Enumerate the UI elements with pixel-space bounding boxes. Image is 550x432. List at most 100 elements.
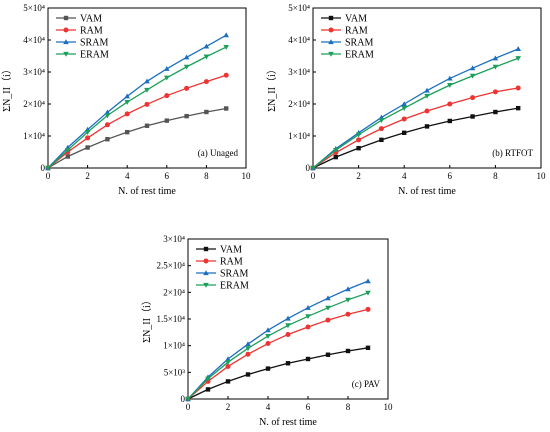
x-tick-label: 8 [204,171,209,181]
data-point [185,396,191,402]
data-point [310,165,316,171]
data-point [447,83,453,88]
data-point [401,101,407,107]
x-tick-label: 6 [448,171,453,181]
data-point [469,73,476,79]
series-eram [310,56,521,171]
legend-label: SRAM [220,269,248,280]
data-point [203,43,210,49]
series-line [312,48,519,169]
y-tick-label: 0 [41,163,46,173]
data-point [469,65,476,71]
series-sram [45,32,229,171]
y-tick-label: 5×10⁴ [23,3,45,13]
data-point [125,129,130,135]
data-point [223,72,229,78]
series-ram [185,306,371,402]
legend-marker [63,39,69,45]
y-tick-label: 2×10⁴ [288,99,310,109]
y-tick-label: 3×10⁴ [23,67,45,77]
x-tick-label: 10 [384,402,394,412]
data-point [124,93,130,99]
data-point [144,78,150,84]
y-tick-label: 1×10⁴ [288,131,310,141]
data-point [365,278,371,284]
data-point [184,85,190,91]
series-line [187,308,369,400]
data-point [105,137,110,142]
x-tick-label: 0 [46,171,51,181]
data-point [325,305,331,311]
y-tick-label: 3×10⁴ [163,234,185,244]
data-point [424,124,430,129]
data-point [65,147,71,153]
data-point [205,376,211,382]
data-point [85,135,91,141]
data-point [515,46,521,52]
data-point [205,387,211,392]
data-point [424,87,430,93]
legend-marker [63,51,69,57]
x-tick-label: 2 [356,171,361,181]
data-point [104,113,111,119]
data-point [305,305,311,310]
data-point [345,286,351,292]
y-tick-label: 1×10⁴ [163,341,185,351]
x-tick-label: 4 [266,402,271,412]
data-point [223,32,229,38]
data-point [265,327,271,333]
x-tick-label: 2 [226,402,231,412]
series-line [312,107,519,169]
panel-2: 0 2 4 6 8 10 0 5×10³ 1×10⁴ 1.5×10⁴ 2×10⁴ 2.5×10⁴ 3×1… [141,234,393,428]
series-line [187,347,369,400]
y-tick-label: 2×10⁴ [23,99,45,109]
data-point [325,352,331,357]
legend-marker [328,39,334,45]
data-point [345,297,351,303]
data-point [356,137,362,143]
y-tick-label: 1×10⁴ [23,131,45,141]
data-point [224,106,229,111]
x-axis-title: N. of rest time [398,186,456,197]
data-point [203,79,209,85]
data-point [285,331,291,337]
data-point [164,66,170,71]
data-point [365,345,371,350]
data-point [225,356,231,362]
x-tick-label: 4 [125,171,130,181]
legend-label: ERAM [220,281,249,292]
legend-label: ERAM [80,50,109,61]
data-point [285,361,291,366]
data-point [355,132,362,138]
data-point [183,54,190,60]
data-point [104,109,111,115]
data-point [492,55,499,61]
data-point [305,356,311,362]
data-point [84,130,91,135]
data-point [356,145,361,151]
data-point [345,348,351,354]
series-eram [45,44,229,171]
data-point [45,165,51,171]
data-point [447,118,452,124]
data-point [333,147,339,153]
data-point [65,154,70,159]
data-point [424,108,430,114]
data-point [325,295,331,301]
data-point [265,366,271,371]
data-point [184,113,189,119]
y-tick-label: 2.5×10⁴ [157,261,185,271]
y-tick-label: 5×10⁴ [288,3,310,13]
data-point [144,87,150,93]
y-tick-label: 1.5×10⁴ [157,314,185,324]
data-point [204,109,209,115]
data-point [345,311,351,317]
y-tick-label: 4×10⁴ [23,35,45,45]
legend-label: RAM [345,26,368,37]
x-tick-label: 6 [306,402,311,412]
series-line [187,280,369,400]
data-point [245,372,251,377]
series-line [312,57,519,169]
legend-label: RAM [80,26,103,37]
